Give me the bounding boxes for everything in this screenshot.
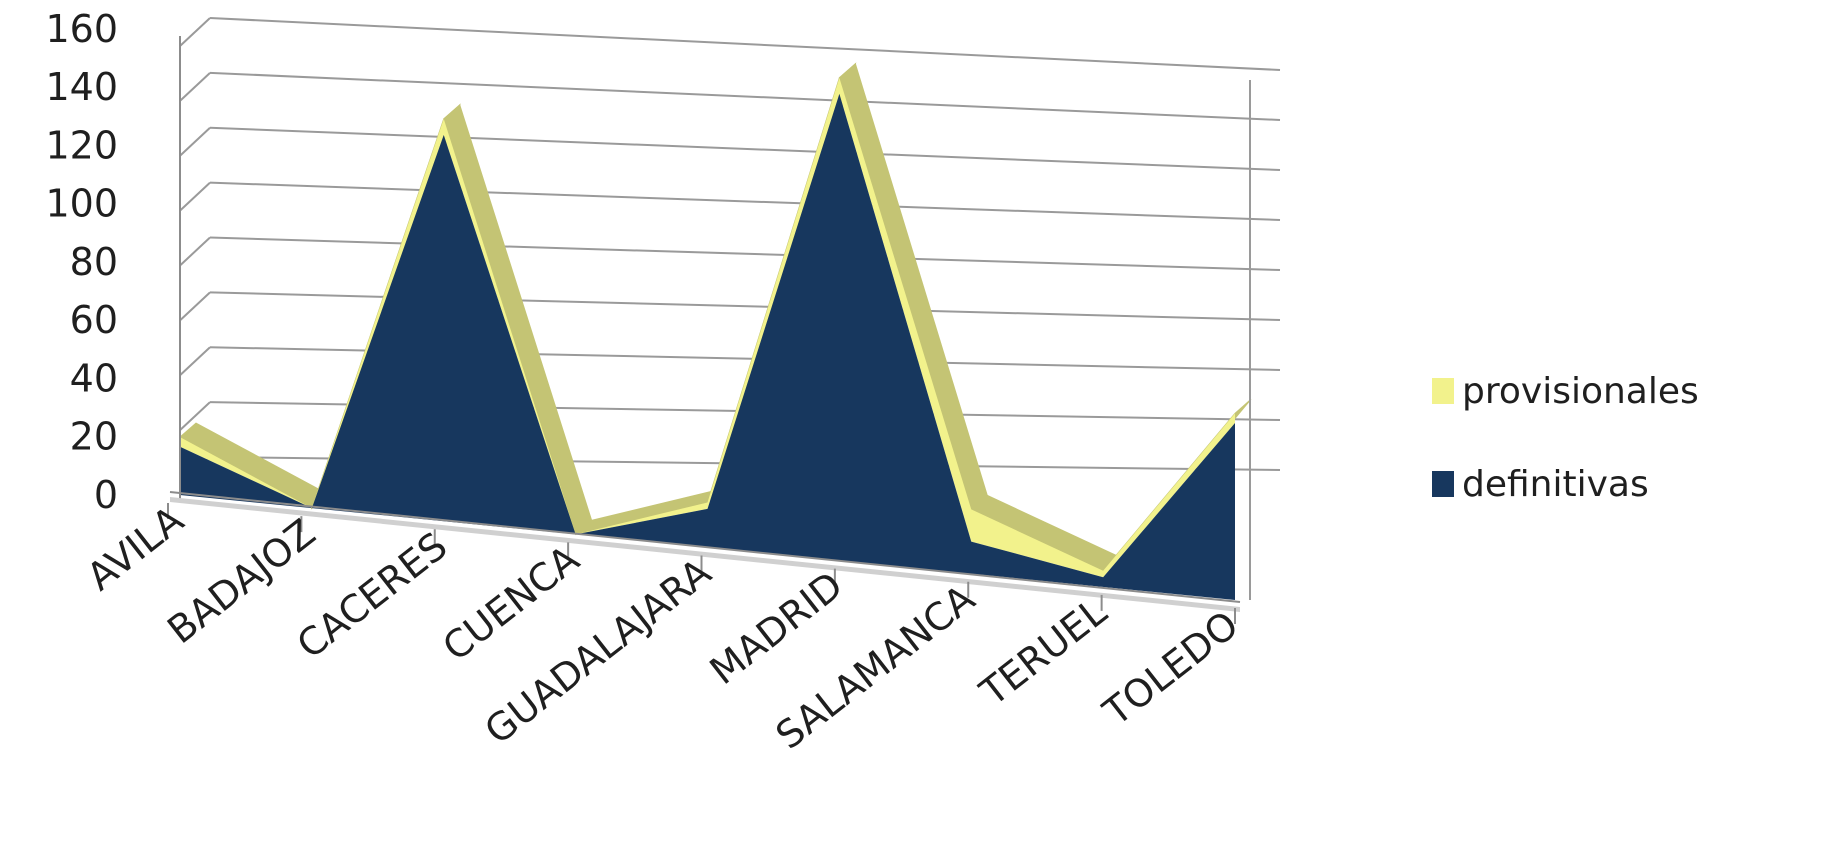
axes xyxy=(167,36,1251,624)
y-tick-label-40: 40 xyxy=(70,356,118,400)
legend-swatch-definitivas xyxy=(1432,471,1454,497)
gridline-wall-60 xyxy=(179,291,211,322)
gridline-wall-20 xyxy=(179,401,211,431)
x-tick-label-toledo: TOLEDO xyxy=(1095,602,1247,734)
legend-label-provisionales: provisionales xyxy=(1462,371,1699,412)
gridline-140 xyxy=(209,71,1281,121)
gridline-wall-40 xyxy=(179,346,211,376)
y-tick-label-160: 160 xyxy=(45,7,118,51)
floor-edge xyxy=(170,497,1240,612)
gridline-wall-80 xyxy=(179,236,211,267)
legend-label-definitivas: definitivas xyxy=(1462,464,1649,505)
x-tick-label-madrid: MADRID xyxy=(702,563,851,693)
gridline-wall-160 xyxy=(179,17,211,47)
series-areas xyxy=(179,62,1252,600)
gridline-wall-100 xyxy=(179,181,211,212)
y-tick-label-0: 0 xyxy=(94,473,118,517)
gridline-100 xyxy=(209,181,1281,221)
y-tick-label-120: 120 xyxy=(45,123,118,167)
y-tick-labels: 0 20 40 60 80 100 120 140 160 xyxy=(45,7,118,517)
y-tick-label-140: 140 xyxy=(45,65,118,109)
x-tick-label-teruel: TERUEL xyxy=(971,589,1114,715)
gridline-120 xyxy=(209,126,1281,171)
gridline-160 xyxy=(209,17,1281,71)
legend: provisionales definitivas xyxy=(1432,371,1699,505)
legend-swatch-provisionales xyxy=(1432,378,1454,404)
area-definitivas xyxy=(180,93,1235,600)
x-axis-line xyxy=(169,491,1241,603)
gridline-wall-120 xyxy=(179,127,211,157)
gridline-wall-140 xyxy=(179,72,211,102)
y-tick-label-20: 20 xyxy=(70,415,118,459)
gridline-60 xyxy=(209,291,1281,321)
gridline-80 xyxy=(209,236,1281,271)
y-tick-label-60: 60 xyxy=(70,298,118,342)
y-tick-label-80: 80 xyxy=(70,240,118,284)
y-tick-label-100: 100 xyxy=(45,182,118,226)
